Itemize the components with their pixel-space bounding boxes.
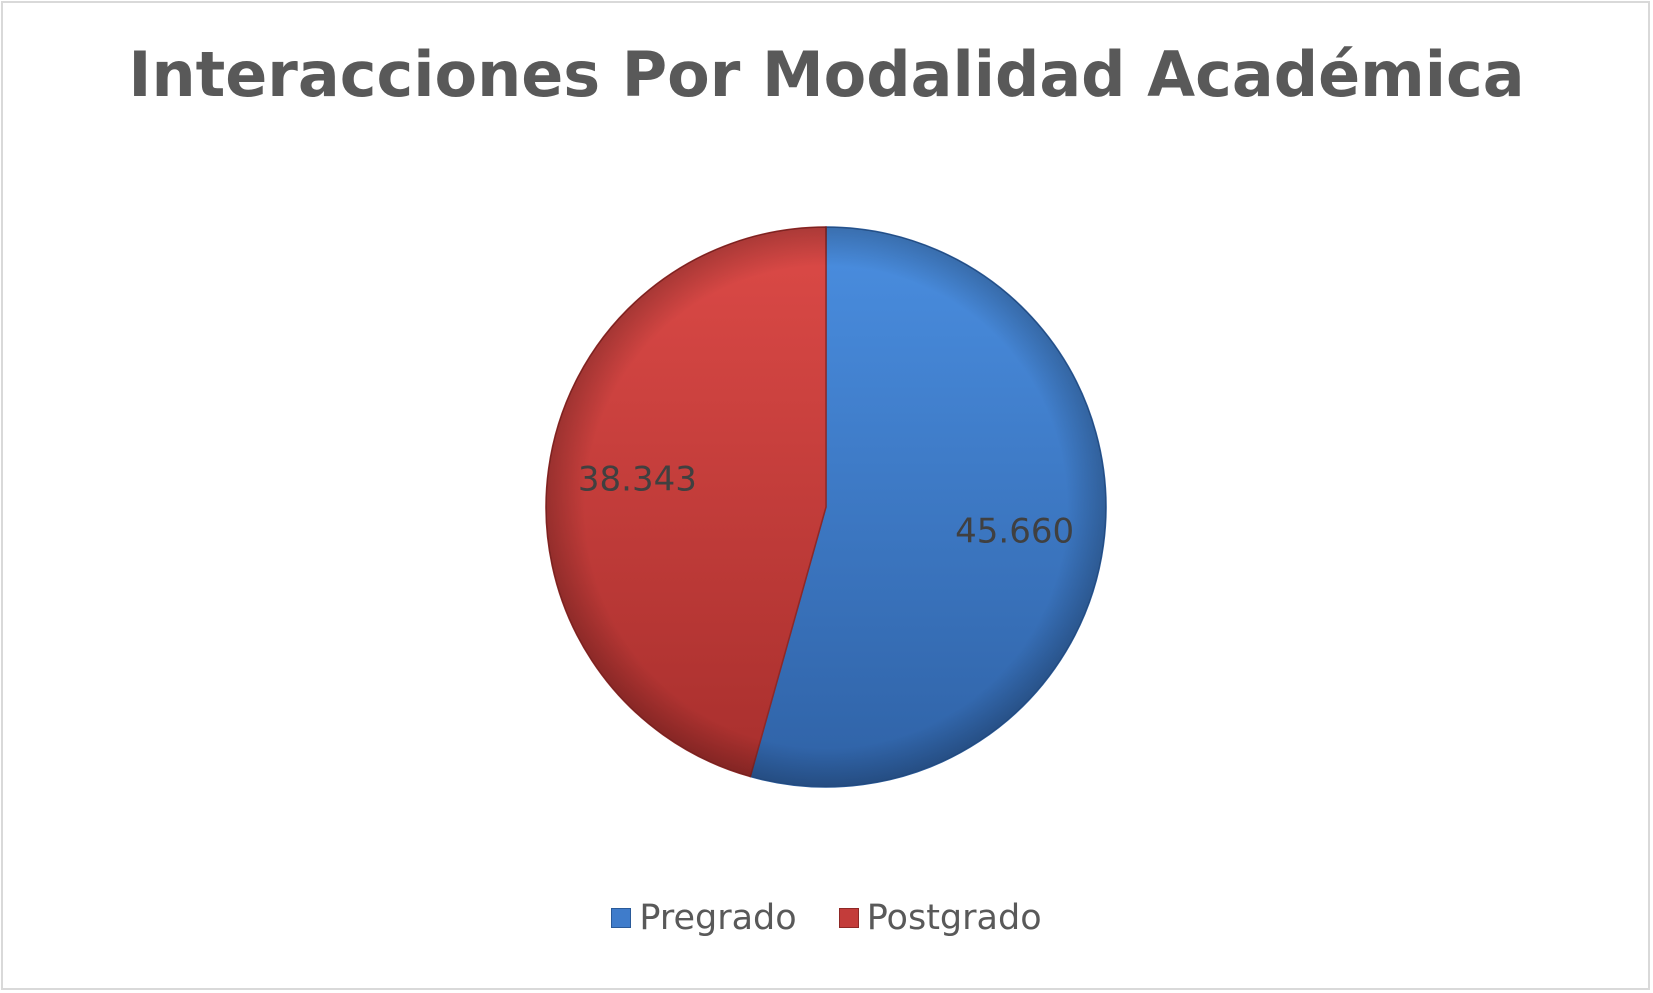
data-label-postgrado: 38.343 — [578, 460, 697, 500]
chart-title: Interacciones Por Modalidad Académica — [128, 38, 1525, 111]
legend-item-postgrado: Postgrado — [838, 898, 1042, 938]
data-label-pregrado: 45.660 — [955, 511, 1074, 551]
legend-swatch-postgrado — [838, 908, 859, 928]
legend-label-postgrado: Postgrado — [866, 898, 1042, 938]
legend-item-pregrado: Pregrado — [611, 898, 797, 938]
legend-label-pregrado: Pregrado — [639, 898, 797, 938]
pie-edge-shade — [546, 227, 1106, 787]
legend-swatch-pregrado — [611, 908, 632, 928]
chart-legend: Pregrado Postgrado — [0, 898, 1653, 938]
